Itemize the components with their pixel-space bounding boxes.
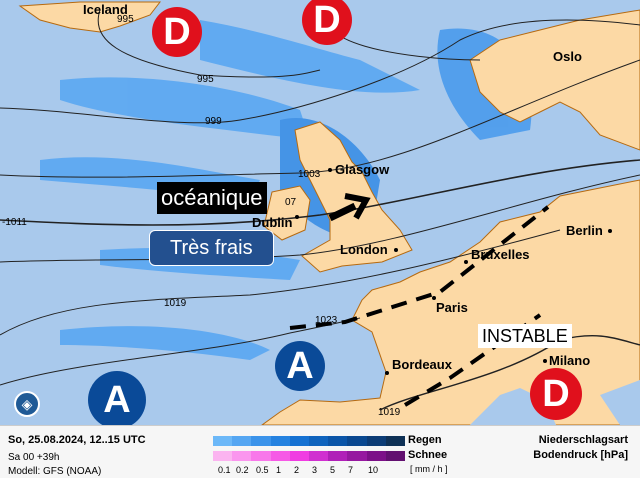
- color-swatch: [385, 451, 406, 461]
- model-name: Modell: GFS (NOAA): [8, 466, 102, 477]
- label-paris: Paris: [436, 300, 468, 315]
- iceland-land: [18, 1, 162, 33]
- label-oslo: Oslo: [553, 49, 582, 64]
- tick: 0.5: [256, 465, 269, 475]
- isobar-label: 07: [285, 197, 297, 208]
- tick: 10: [368, 465, 379, 475]
- globe-icon[interactable]: ◈: [14, 391, 40, 417]
- color-swatch: [251, 451, 271, 461]
- unstable-label: INSTABLE: [478, 324, 572, 348]
- label-bordeaux: Bordeaux: [392, 357, 452, 372]
- tick: 2: [294, 465, 300, 475]
- forecast-date: So, 25.08.2024, 12..15 UTC: [8, 434, 146, 446]
- isobar-labels: 995 995 999 1003 07 -1011 1019 1023 1019: [2, 14, 401, 418]
- color-swatch: [270, 436, 290, 446]
- scale-ticks: 0.1 0.2 0.5 1 2 3 5 7 10: [218, 465, 386, 475]
- oceanic-label: océanique: [157, 182, 267, 214]
- color-swatch: [347, 436, 367, 446]
- snow-label: Schnee: [408, 449, 448, 461]
- color-swatch: [270, 451, 290, 461]
- color-swatch: [366, 436, 386, 446]
- label-berlin: Berlin: [566, 223, 603, 238]
- isobar-label: -1011: [2, 217, 27, 228]
- color-swatch: [385, 436, 406, 446]
- label-london: London: [340, 242, 388, 257]
- isobar-label: 1019: [164, 298, 187, 309]
- tick: 0.1: [218, 465, 231, 475]
- low-pressure-badge: D: [302, 0, 352, 45]
- fronts: [289, 205, 550, 407]
- color-swatch: [309, 436, 329, 446]
- unit-label: [ mm / h ]: [410, 464, 448, 474]
- label-bruxelles: Bruxelles: [471, 247, 530, 262]
- legend-title-pressure: Bodendruck [hPa]: [533, 449, 628, 461]
- low-pressure-badge: D: [152, 7, 202, 57]
- ireland-land: [263, 185, 311, 241]
- color-swatch: [309, 451, 329, 461]
- label-glasgow: Glasgow: [335, 162, 390, 177]
- color-swatch: [289, 436, 310, 446]
- snow-color-scale: [213, 451, 406, 461]
- tick: 7: [348, 465, 354, 475]
- isobar-label: 1023: [315, 315, 338, 326]
- isobar-label: 1019: [378, 407, 401, 418]
- color-swatch: [232, 436, 252, 446]
- land-masses: [18, 1, 640, 425]
- label-milano: Milano: [549, 353, 591, 368]
- isobar-label: 999: [205, 116, 222, 127]
- isobar-label: 995: [117, 14, 134, 25]
- isobar-label: 995: [197, 74, 214, 85]
- isobars: [0, 9, 640, 411]
- temperature-label: Très frais: [149, 230, 274, 266]
- legend-title-precip: Niederschlagsart: [538, 434, 628, 446]
- color-swatch: [366, 451, 386, 461]
- continent-land: [261, 179, 640, 425]
- color-swatch: [328, 436, 348, 446]
- scandinavia-land: [469, 9, 640, 151]
- label-dublin: Dublin: [252, 215, 293, 230]
- legend-panel: So, 25.08.2024, 12..15 UTC Sa 00 +39h Mo…: [0, 425, 640, 478]
- color-swatch: [232, 451, 252, 461]
- model-run: Sa 00 +39h: [8, 452, 60, 463]
- color-swatch: [213, 451, 233, 461]
- color-swatch: [289, 451, 310, 461]
- color-swatch: [251, 436, 271, 446]
- tick: 0.2: [236, 465, 249, 475]
- low-pressure-badge: D: [530, 368, 582, 420]
- wind-arrow: [328, 193, 371, 222]
- high-pressure-badge: A: [275, 341, 325, 391]
- color-swatch: [347, 451, 367, 461]
- city-dots: [295, 168, 612, 375]
- color-swatch: [213, 436, 233, 446]
- tick: 5: [330, 465, 336, 475]
- color-swatch: [328, 451, 348, 461]
- rain-label: Regen: [408, 434, 442, 446]
- label-iceland: Iceland: [83, 2, 128, 17]
- high-pressure-badge: A: [88, 371, 146, 429]
- tick: 1: [276, 465, 282, 475]
- rain-color-scale: [213, 436, 406, 446]
- isobar-label: 1003: [298, 169, 321, 180]
- tick: 3: [312, 465, 318, 475]
